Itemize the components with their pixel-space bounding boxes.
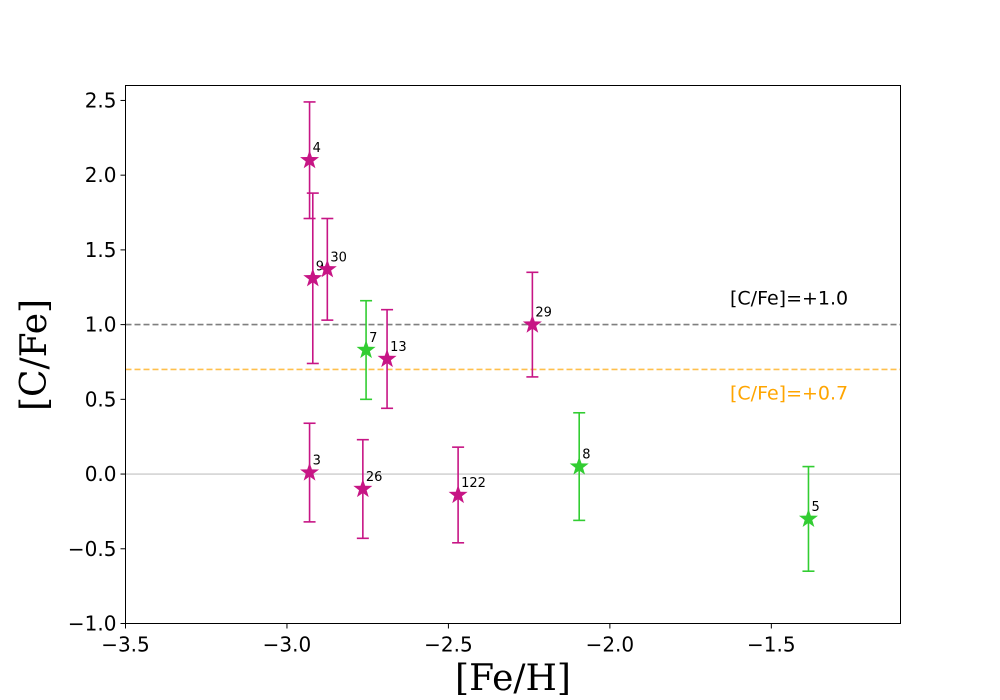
star-marker — [303, 268, 323, 287]
y-axis: −1.0 −0.5 0.0 0.5 1.0 1.5 2.0 2.5 — [68, 88, 126, 636]
y-tick-label: 2.5 — [85, 88, 117, 112]
reference-line-label: [C/Fe]=+0.7 — [730, 382, 848, 404]
data-point: 122 — [448, 446, 486, 544]
y-axis-label: [C/Fe] — [14, 299, 55, 411]
data-point: 7 — [356, 299, 377, 401]
x-tick-label: −3.0 — [263, 633, 312, 657]
x-tick-label: −3.5 — [101, 633, 150, 657]
y-tick-label: 0.0 — [85, 462, 117, 486]
x-axis-label: [Fe/H] — [455, 658, 571, 699]
x-tick-label: −1.5 — [747, 633, 796, 657]
star-marker — [798, 508, 818, 527]
data-point: 30 — [317, 217, 347, 321]
x-tick-label: −2.0 — [586, 633, 635, 657]
y-tick-label: −1.0 — [68, 612, 117, 636]
x-axis: −3.5 −3.0 −2.5 −2.0 −1.5 — [101, 623, 796, 657]
point-label: 7 — [369, 331, 377, 346]
data-point: 4 — [300, 101, 321, 220]
data-point: 3 — [300, 422, 321, 523]
star-marker — [300, 150, 320, 169]
y-tick-label: 1.0 — [85, 313, 117, 337]
x-tick-label: −2.5 — [424, 633, 473, 657]
data-point: 8 — [569, 411, 590, 522]
point-label: 13 — [390, 340, 407, 355]
y-tick-label: 0.5 — [85, 387, 117, 411]
star-marker — [356, 340, 376, 359]
star-marker — [569, 456, 589, 475]
point-label: 122 — [461, 476, 486, 491]
star-marker — [377, 348, 397, 368]
data-point: 13 — [377, 308, 407, 410]
y-tick-label: 2.0 — [85, 163, 117, 187]
data-point: 29 — [522, 271, 552, 378]
point-label: 5 — [811, 500, 819, 515]
star-marker — [522, 314, 542, 333]
data-point: 5 — [798, 465, 820, 572]
point-label: 26 — [366, 470, 383, 485]
plot-frame — [125, 85, 901, 624]
reference-lines: [C/Fe]=+1.0 [C/Fe]=+0.7 — [125, 288, 901, 475]
point-label: 8 — [582, 448, 590, 463]
point-label: 29 — [535, 306, 552, 321]
data-point: 26 — [353, 438, 383, 540]
reference-line-label: [C/Fe]=+1.0 — [730, 288, 848, 310]
data-points: 49301329326122785 — [300, 101, 820, 572]
point-label: 30 — [330, 250, 347, 265]
star-marker — [353, 479, 373, 498]
point-label: 4 — [313, 141, 321, 156]
star-marker — [448, 484, 468, 504]
star-marker — [317, 259, 337, 278]
y-tick-label: 1.5 — [85, 238, 117, 262]
point-label: 3 — [313, 454, 321, 469]
y-tick-label: −0.5 — [68, 537, 117, 561]
star-marker — [300, 462, 320, 481]
